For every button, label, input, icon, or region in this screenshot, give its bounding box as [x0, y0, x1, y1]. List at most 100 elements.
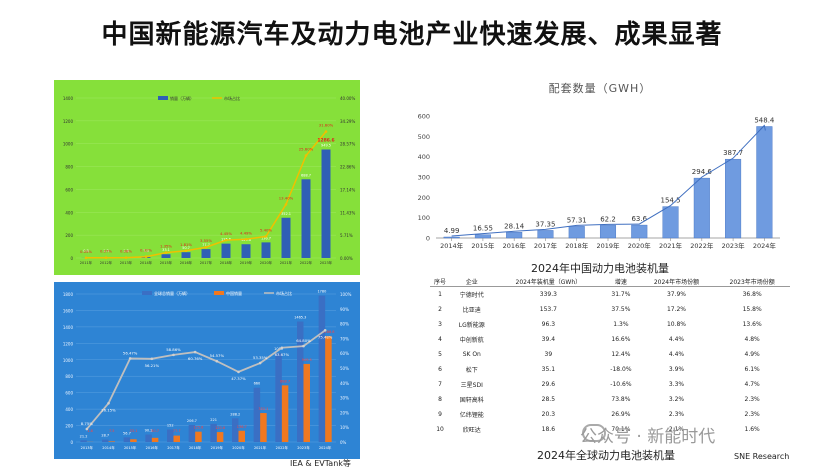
- x-tick-label: 2017年: [534, 241, 558, 250]
- share-point: [165, 251, 168, 254]
- chart-title: 配套数量（GWH）: [549, 82, 652, 95]
- x-tick-label: 2019年: [240, 260, 253, 265]
- table-cell: 国轩高科: [450, 392, 493, 407]
- global-value-label: 288.2: [230, 412, 240, 416]
- x-tick-label: 2014年: [440, 241, 464, 250]
- legend-swatch: [142, 291, 152, 295]
- bar: [202, 249, 211, 258]
- y-tick-label: 200: [65, 424, 73, 429]
- bar: [725, 159, 741, 238]
- table-header-cell: 增速: [603, 276, 638, 287]
- x-tick-label: 2020年: [260, 260, 273, 265]
- table-cell: 7: [430, 377, 450, 392]
- table-cell: 26.9%: [603, 407, 638, 422]
- y2-tick-label: 40%: [340, 381, 349, 386]
- bar-value-label: 37.35: [535, 220, 555, 228]
- y2-tick-label: 0%: [340, 440, 347, 445]
- china-bar: [152, 438, 159, 442]
- bar-value-label: 949.5: [321, 143, 331, 147]
- global-bar: [124, 437, 130, 442]
- share-point: [325, 130, 328, 133]
- y-tick-label: 200: [418, 194, 430, 202]
- y2-tick-label: 50%: [340, 366, 349, 371]
- x-tick-label: 2016年: [503, 241, 527, 250]
- bar: [322, 149, 331, 258]
- table-cell: 三星SDI: [450, 377, 493, 392]
- share-label: 53.35%: [253, 355, 268, 360]
- bar: [663, 207, 679, 238]
- share-point: [185, 249, 188, 252]
- share-point: [324, 329, 327, 332]
- share-point: [305, 154, 308, 157]
- bar: [222, 244, 231, 258]
- share-label: 64.80%: [296, 338, 311, 343]
- bar-value-label: 154.5: [661, 197, 681, 205]
- table-title: 2024年中国动力电池装机量: [410, 260, 790, 276]
- share-label: 0.08%: [120, 249, 132, 254]
- global-value-label: 1780: [317, 290, 326, 294]
- table-cell: 39: [494, 347, 604, 362]
- share-label: 1.81%: [180, 242, 192, 247]
- share-label: 25.60%: [299, 147, 314, 152]
- china-bar: [195, 432, 202, 442]
- table-cell: 欣旺达: [450, 422, 493, 437]
- china-value-label: 120.6: [215, 426, 225, 430]
- table-cell: 4.4%: [639, 332, 715, 347]
- china-bar: [325, 336, 332, 442]
- china-bar: [304, 364, 311, 442]
- share-point: [85, 257, 88, 260]
- x-tick-label: 2014年: [140, 260, 153, 265]
- table-cell: 比亚迪: [450, 302, 493, 317]
- share-point: [129, 357, 132, 360]
- table-cell: 宁德时代: [450, 287, 493, 303]
- source-right: SNE Research: [734, 452, 789, 461]
- bar: [569, 226, 585, 238]
- y-tick-label: 1000: [63, 358, 74, 363]
- y-tick-label: 800: [65, 374, 73, 379]
- bar-value-label: 548.4: [754, 116, 775, 124]
- share-point: [105, 256, 108, 259]
- table-cell: 中创新航: [450, 332, 493, 347]
- share-label: 0.07%: [100, 249, 112, 254]
- global-value-label: 206.7: [187, 419, 197, 423]
- global-bar: [319, 296, 326, 442]
- table-cell: 4: [430, 332, 450, 347]
- y2-tick-label: 70%: [340, 336, 349, 341]
- table-cell: 9: [430, 407, 450, 422]
- share-label: 5.40%: [260, 227, 272, 232]
- share-point: [285, 203, 288, 206]
- bar: [242, 244, 251, 258]
- table-cell: 153.7: [494, 302, 604, 317]
- china-bar: [282, 385, 289, 442]
- table-cell: -18.0%: [603, 362, 638, 377]
- share-label: 56.47%: [123, 350, 138, 355]
- table-cell: 17.2%: [639, 302, 715, 317]
- y-tick-label: 600: [418, 113, 430, 121]
- x-tick-label: 2018年: [220, 260, 233, 265]
- x-tick-label: 2018年: [189, 445, 202, 450]
- bar: [506, 232, 522, 238]
- table-cell: 10: [430, 422, 450, 437]
- share-label: 54.57%: [210, 353, 225, 358]
- x-tick-label: 2011年: [80, 260, 93, 265]
- share-point: [205, 246, 208, 249]
- bar: [444, 237, 460, 238]
- x-tick-label: 2024年: [319, 445, 332, 450]
- table-cell: 1.3%: [603, 317, 638, 332]
- table-cell: 2: [430, 302, 450, 317]
- share-label: 0.05%: [80, 249, 92, 254]
- global-value-label: 28.7: [101, 434, 109, 438]
- table-header-cell: 企业: [450, 276, 493, 287]
- x-tick-label: 2022年: [276, 445, 289, 450]
- china-bar: [109, 441, 116, 442]
- share-point: [259, 362, 262, 365]
- table-cell: 2.3%: [714, 407, 790, 422]
- share-label: 63.67%: [275, 352, 290, 357]
- x-tick-label: 2023年: [722, 241, 746, 250]
- x-tick-label: 2019年: [211, 445, 224, 450]
- x-tick-label: 2017年: [200, 260, 213, 265]
